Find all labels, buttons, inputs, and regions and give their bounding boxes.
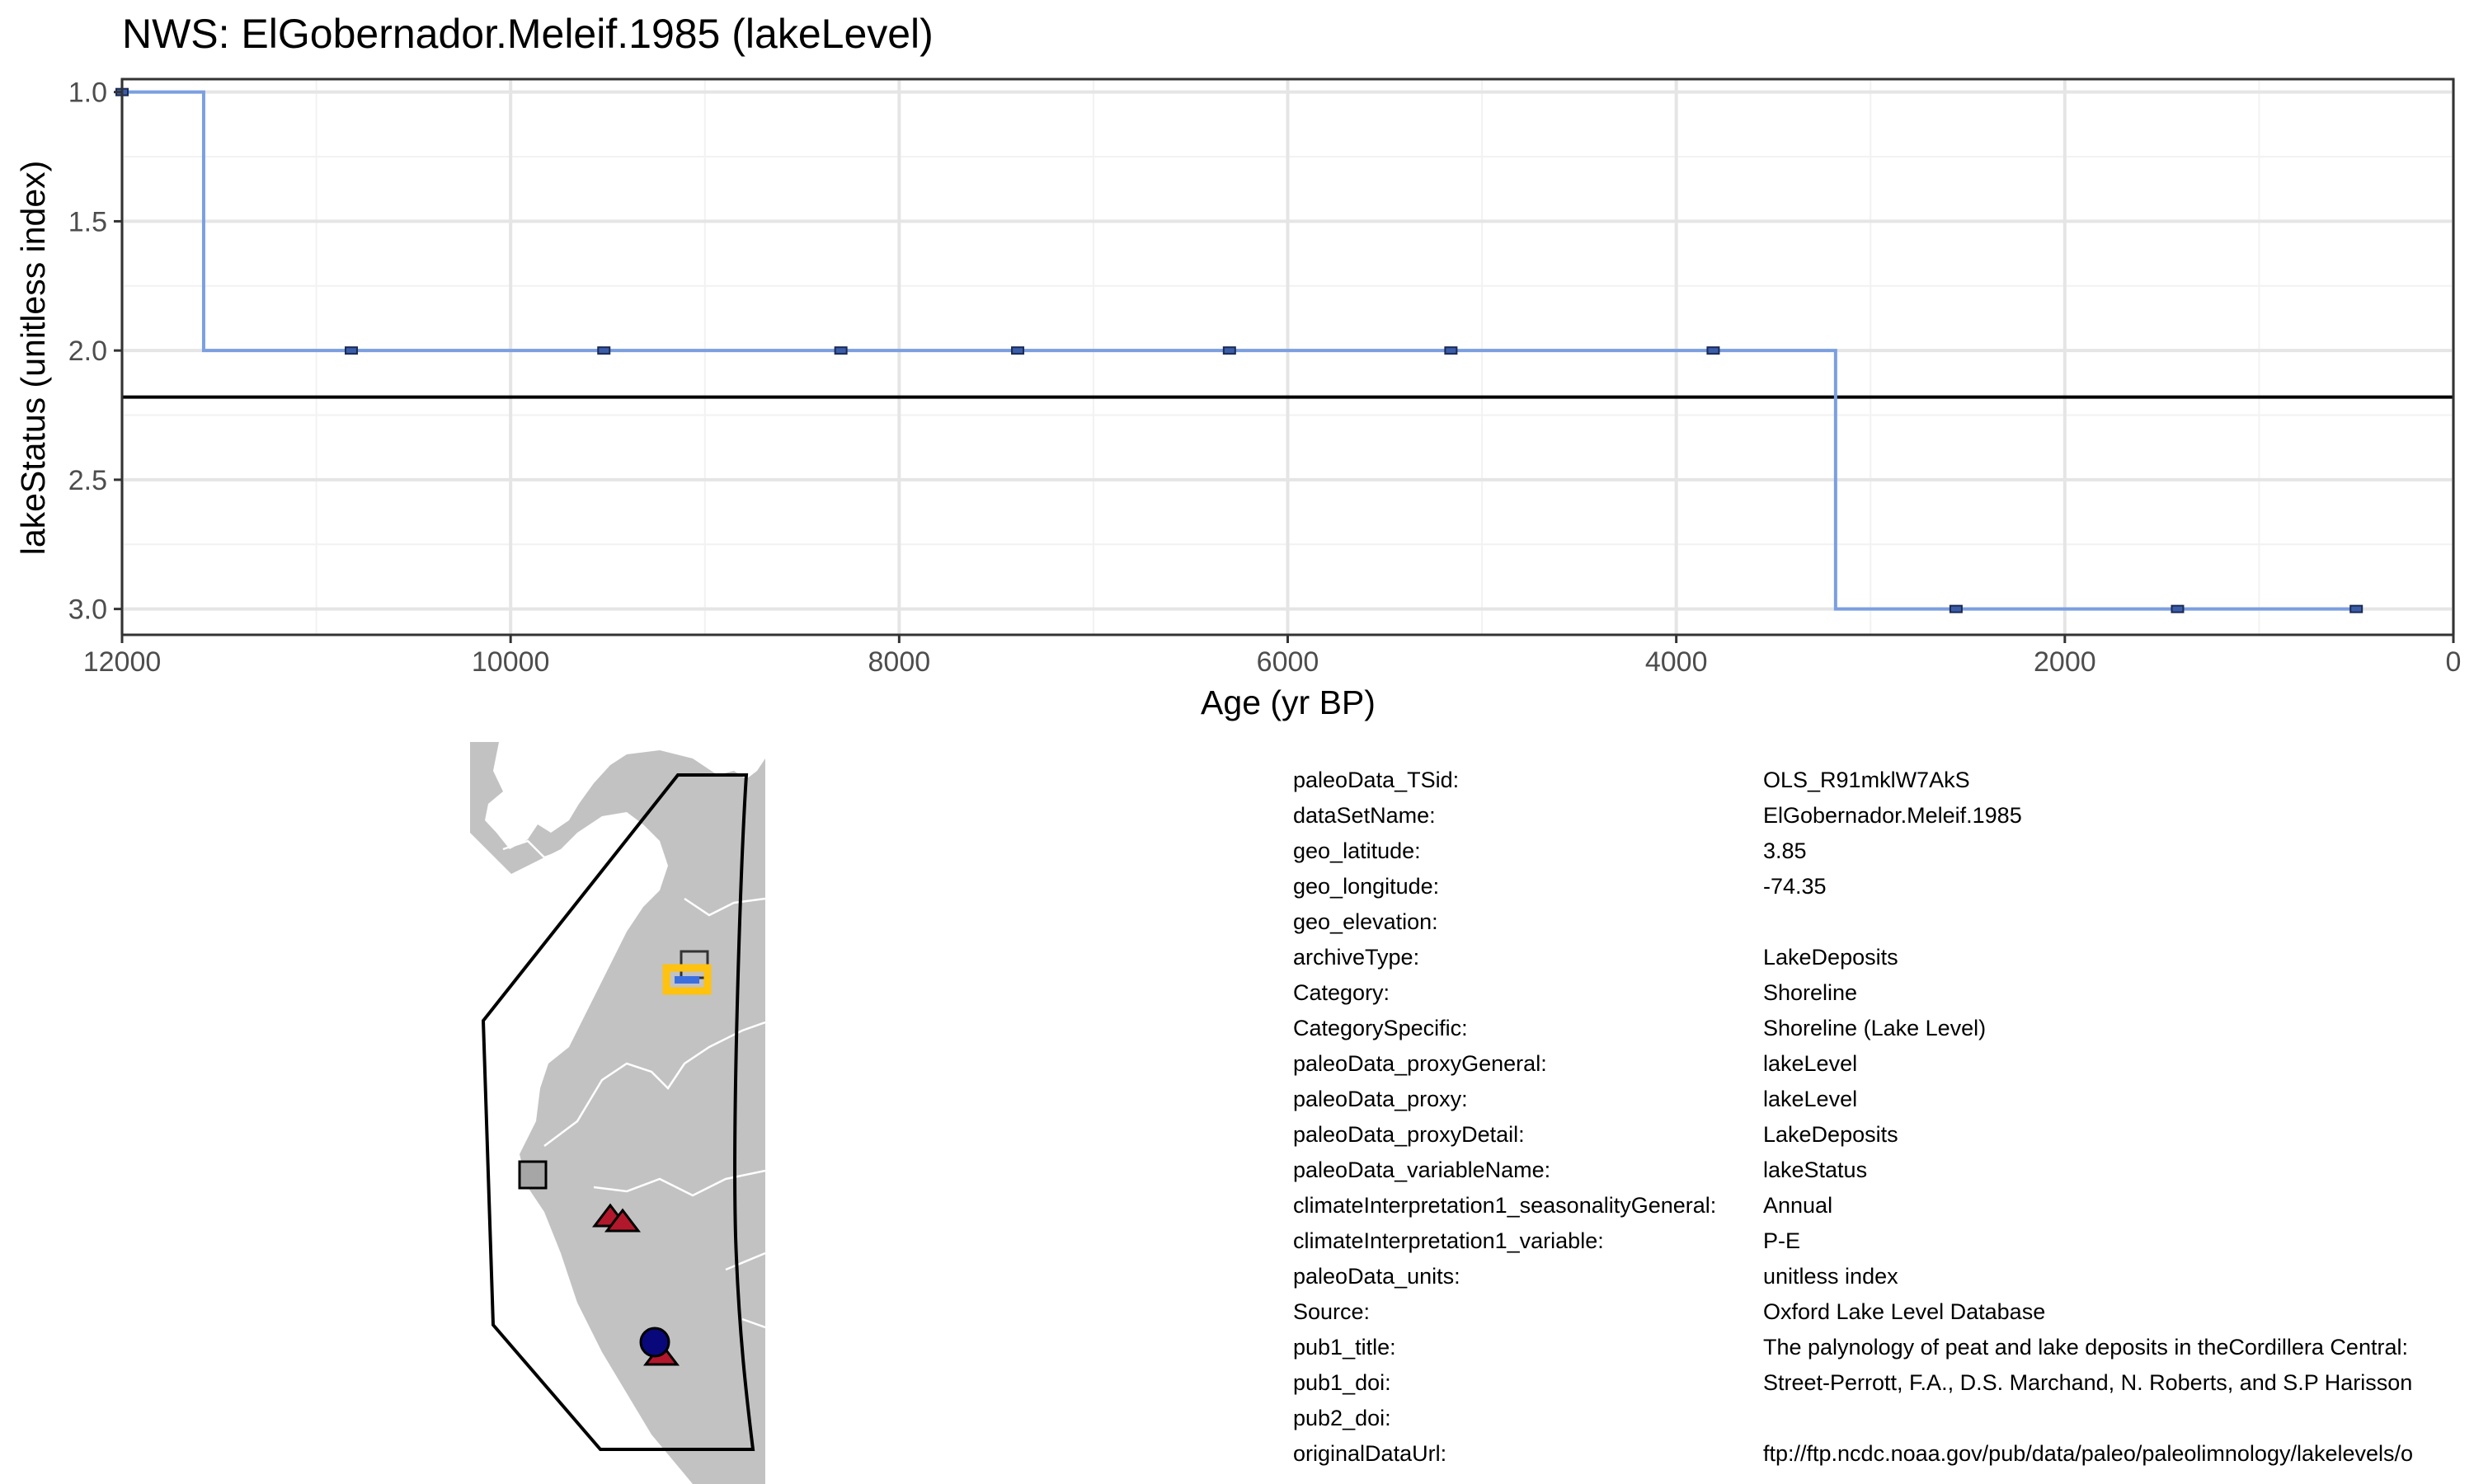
metadata-value: The palynology of peat and lake deposits…	[1763, 1335, 2408, 1360]
metadata-row: climateInterpretation1_variable: P-E	[1293, 1223, 2474, 1259]
plot-axes: 12000 10000 8000 6000 4000 2000 0 1.0 1.5 2.0 2.5 3…	[68, 77, 2462, 678]
metadata-value	[1763, 904, 2474, 940]
metadata-value: -74.35	[1763, 874, 1827, 899]
metadata-value: Shoreline	[1763, 980, 1858, 1005]
site-square-grey	[518, 1160, 548, 1190]
data-point	[344, 346, 358, 355]
x-tick-label: 0	[2446, 646, 2462, 678]
metadata-key: Category:	[1293, 980, 1390, 1005]
metadata-key: geo_longitude:	[1293, 874, 1440, 899]
x-tick-label: 12000	[83, 646, 162, 678]
y-axis-label: lakeStatus (unitless index)	[14, 161, 52, 556]
data-point	[1949, 604, 1963, 613]
x-tick-label: 2000	[2034, 646, 2096, 678]
plot-series	[115, 87, 2453, 613]
land-mass	[470, 742, 765, 1484]
metadata-key: dataSetName:	[1293, 803, 1436, 828]
x-axis-label: Age (yr BP)	[1201, 683, 1376, 721]
metadata-row: paleoData_proxy: lakeLevel	[1293, 1082, 2474, 1117]
y-tick-label: 3.0	[68, 594, 107, 626]
x-tick-label: 10000	[472, 646, 550, 678]
metadata-value: 3.85	[1763, 838, 1807, 863]
metadata-value: ftp://ftp.ncdc.noaa.gov/pub/data/paleo/p…	[1763, 1441, 2414, 1466]
country-borders	[502, 839, 765, 1329]
metadata-row: geo_latitude: 3.85	[1293, 834, 2474, 869]
metadata-value: Street-Perrott, F.A., D.S. Marchand, N. …	[1763, 1370, 2413, 1395]
data-point	[2349, 604, 2363, 613]
metadata-value: LakeDeposits	[1763, 945, 1898, 970]
data-point	[597, 346, 611, 355]
metadata-row: archiveType: LakeDeposits	[1293, 940, 2474, 975]
x-tick-label: 6000	[1257, 646, 1319, 678]
metadata-row: climateInterpretation1_seasonalityGenera…	[1293, 1188, 2474, 1223]
region-outline	[481, 773, 755, 1451]
metadata-value: LakeDeposits	[1763, 1122, 1898, 1147]
metadata-key: climateInterpretation1_variable:	[1293, 1228, 1604, 1253]
chart-title: NWS: ElGobernador.Meleif.1985 (lakeLevel…	[122, 11, 934, 57]
data-point	[834, 346, 848, 355]
metadata-value: Annual	[1763, 1193, 1833, 1218]
highlight-fill	[675, 976, 699, 984]
metadata-key: paleoData_proxy:	[1293, 1087, 1468, 1111]
x-tick-label: 4000	[1645, 646, 1708, 678]
metadata-row: paleoData_units: unitless index	[1293, 1259, 2474, 1294]
metadata-key: geo_latitude:	[1293, 838, 1421, 863]
data-point	[2171, 604, 2185, 613]
metadata-key: paleoData_units:	[1293, 1264, 1460, 1289]
metadata-row: pub1_title: The palynology of peat and la…	[1293, 1330, 2474, 1365]
metadata-key: pub2_doi:	[1293, 1406, 1391, 1430]
data-point	[1706, 346, 1720, 355]
y-tick-label: 2.5	[68, 465, 107, 496]
metadata-value: ElGobernador.Meleif.1985	[1763, 803, 2022, 828]
metadata-key: originalDataUrl:	[1293, 1441, 1447, 1466]
y-tick-label: 1.5	[68, 206, 107, 237]
metadata-value: lakeLevel	[1763, 1051, 1858, 1076]
metadata-row: pub1_doi: Street-Perrott, F.A., D.S. Marc…	[1293, 1365, 2474, 1401]
metadata-key: paleoData_TSid:	[1293, 768, 1460, 792]
metadata-row: Category: Shoreline	[1293, 975, 2474, 1011]
metadata-value: P-E	[1763, 1228, 1801, 1253]
metadata-key: climateInterpretation1_seasonalityGenera…	[1293, 1193, 1717, 1218]
metadata-row: Source: Oxford Lake Level Database	[1293, 1294, 2474, 1330]
metadata-key: Source:	[1293, 1299, 1371, 1324]
metadata-key: paleoData_variableName:	[1293, 1158, 1551, 1182]
metadata-key: paleoData_proxyGeneral:	[1293, 1051, 1547, 1076]
metadata-value: lakeLevel	[1763, 1087, 1858, 1111]
metadata-value: unitless index	[1763, 1264, 1898, 1289]
site-triangle	[604, 1208, 642, 1233]
metadata-row: paleoData_variableName: lakeStatus	[1293, 1153, 2474, 1188]
metadata-table: paleoData_TSid: OLS_R91mklW7AkS dataSetNam…	[1293, 763, 2474, 1472]
metadata-value: Shoreline (Lake Level)	[1763, 1016, 1987, 1040]
metadata-value: Oxford Lake Level Database	[1763, 1299, 2046, 1324]
metadata-row: paleoData_TSid: OLS_R91mklW7AkS	[1293, 763, 2474, 798]
data-point	[1011, 346, 1025, 355]
metadata-row: pub2_doi:	[1293, 1401, 2474, 1436]
data-point	[1222, 346, 1236, 355]
metadata-row: geo_longitude: -74.35	[1293, 869, 2474, 904]
metadata-row: CategorySpecific: Shoreline (Lake Level)	[1293, 1011, 2474, 1046]
data-point	[1444, 346, 1458, 355]
metadata-value: lakeStatus	[1763, 1158, 1868, 1182]
metadata-row: dataSetName: ElGobernador.Meleif.1985	[1293, 798, 2474, 834]
metadata-row: geo_elevation:	[1293, 904, 2474, 940]
metadata-key: pub1_title:	[1293, 1335, 1396, 1360]
metadata-key: CategorySpecific:	[1293, 1016, 1468, 1040]
metadata-key: archiveType:	[1293, 945, 1420, 970]
metadata-value: OLS_R91mklW7AkS	[1763, 768, 1970, 792]
metadata-key: geo_elevation:	[1293, 909, 1438, 934]
metadata-row: originalDataUrl: ftp://ftp.ncdc.noaa.gov/…	[1293, 1436, 2474, 1472]
y-tick-label: 1.0	[68, 77, 107, 109]
metadata-value	[1763, 1401, 2474, 1436]
highlight-rect	[662, 964, 712, 995]
site-circle	[639, 1327, 670, 1358]
y-tick-label: 2.0	[68, 336, 107, 367]
metadata-key: pub1_doi:	[1293, 1370, 1391, 1395]
metadata-key: paleoData_proxyDetail:	[1293, 1122, 1525, 1147]
x-tick-label: 8000	[868, 646, 931, 678]
metadata-row: paleoData_proxyGeneral: lakeLevel	[1293, 1046, 2474, 1082]
metadata-row: paleoData_proxyDetail: LakeDeposits	[1293, 1117, 2474, 1153]
